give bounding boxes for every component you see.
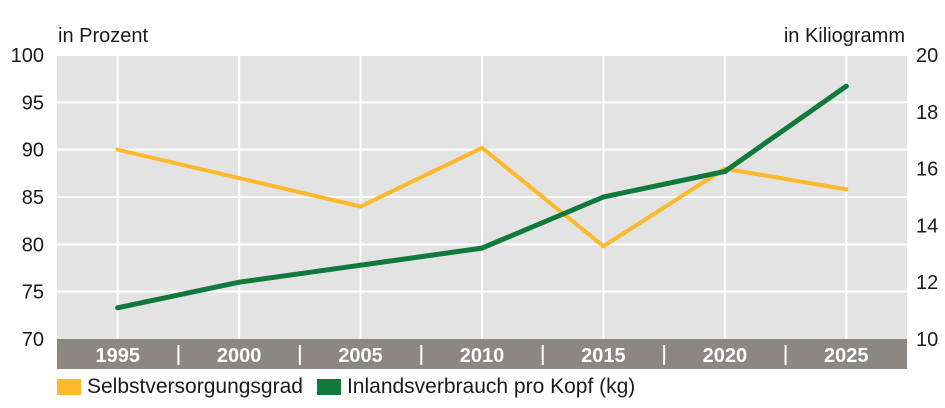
category-labels: 1995 2000 2005 2010 2015 2020 2025 [95,345,868,367]
right-axis-ticks: 20 18 16 14 12 10 [916,45,938,351]
category-label-2025: 2025 [824,345,869,367]
category-separators [177,345,787,365]
legend-swatch-selbstversorgungsgrad [57,379,81,395]
category-label-2000: 2000 [217,345,262,367]
left-axis-ticks: 100 95 90 85 80 75 70 [11,45,44,351]
right-tick-10: 10 [916,329,938,351]
category-label-2005: 2005 [338,345,383,367]
data-point-inlandsverbrauch-1995 [115,305,121,311]
line-chart: 1995 2000 2005 2010 2015 2020 2025 10095908580… [11,25,938,369]
left-tick-90: 90 [22,140,44,162]
left-tick-70: 70 [22,329,44,351]
legend-item-selbstversorgungsgrad: Selbstversorgungsgrad [57,375,303,399]
legend-label-selbstversorgungsgrad: Selbstversorgungsgrad [87,375,303,398]
data-point-inlandsverbrauch-2015 [600,194,606,200]
left-tick-85: 85 [22,187,44,209]
category-label-2020: 2020 [703,345,748,367]
data-point-selbstversorgungsgrad-2000 [237,176,242,181]
data-point-selbstversorgungsgrad-2025 [844,187,849,192]
data-point-selbstversorgungsgrad-2005 [358,204,363,209]
right-tick-16: 16 [916,159,938,181]
right-axis-unit-label: in Kiliogramm [784,25,905,47]
category-label-1995: 1995 [95,345,140,367]
data-point-selbstversorgungsgrad-2010 [480,145,484,150]
left-tick-80: 80 [22,234,44,256]
legend-label-inlandsverbrauch: Inlandsverbrauch pro Kopf (kg) [346,375,636,398]
right-tick-18: 18 [916,102,938,124]
data-point-inlandsverbrauch-2025 [843,83,849,89]
series-layer [115,83,849,311]
right-tick-14: 14 [916,215,938,237]
legend-item-inlandsverbrauch: Inlandsverbrauch pro Kopf (kg) [316,375,636,399]
left-tick-100: 100 [11,45,44,67]
category-label-2010: 2010 [460,345,505,367]
data-point-inlandsverbrauch-2000 [236,279,242,285]
left-tick-95: 95 [22,92,44,114]
right-tick-12: 12 [916,272,938,294]
data-point-selbstversorgungsgrad-2015 [601,244,606,249]
left-axis-unit-label: in Prozent [58,25,148,47]
data-point-selbstversorgungsgrad-1995 [115,147,120,152]
data-point-inlandsverbrauch-2010 [479,245,485,251]
left-tick-75: 75 [22,282,44,304]
legend: Selbstversorgungsgrad Inlandsverbrauch p… [57,372,649,402]
category-label-2015: 2015 [581,345,626,367]
data-point-inlandsverbrauch-2005 [358,262,364,268]
right-tick-20: 20 [916,45,938,67]
legend-swatch-inlandsverbrauch [316,379,341,395]
data-point-inlandsverbrauch-2020 [722,168,728,174]
category-band [57,339,907,369]
